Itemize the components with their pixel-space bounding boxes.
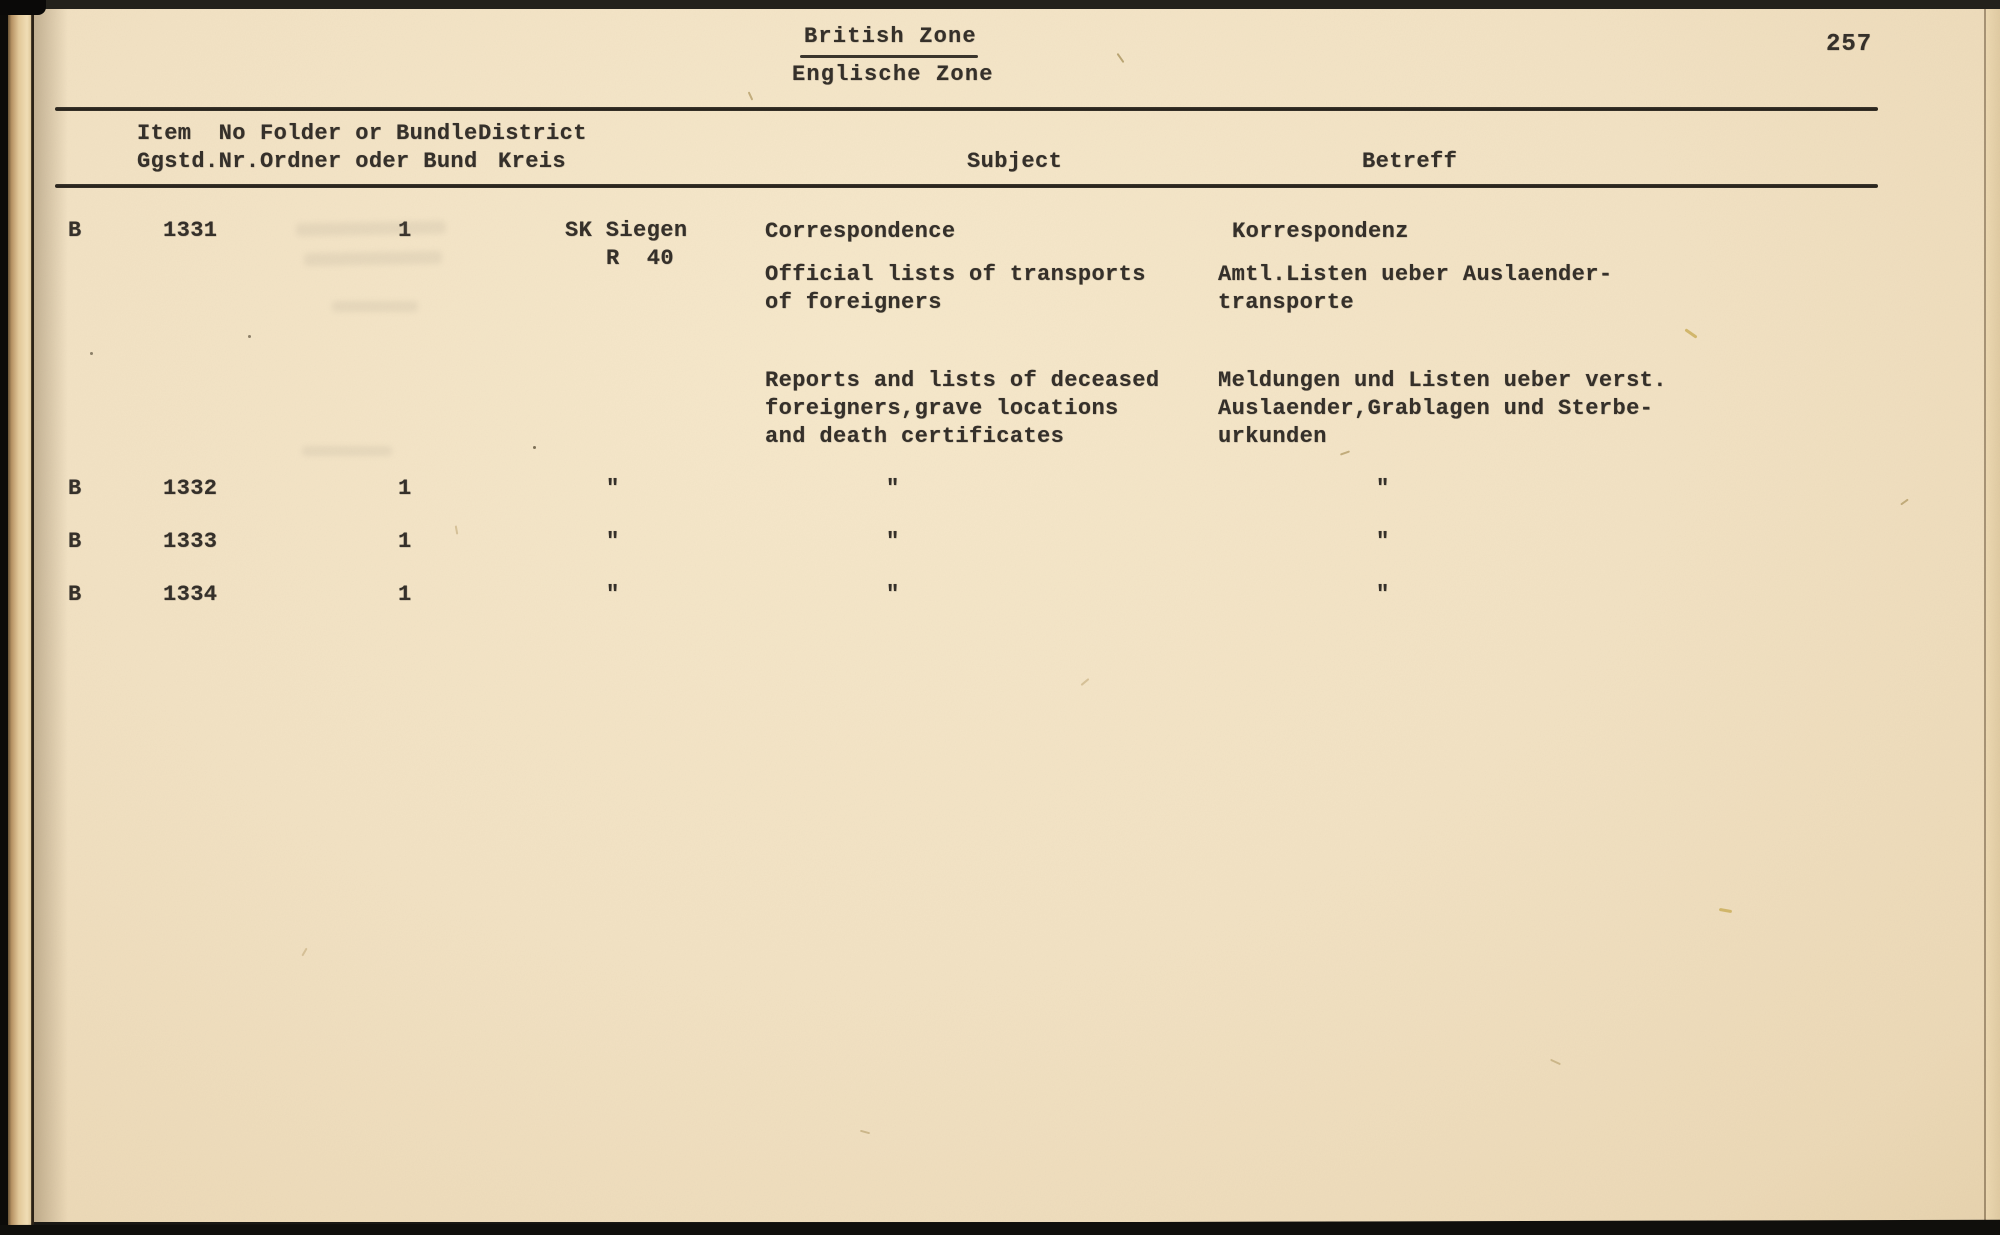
subject-line: of foreigners (765, 290, 942, 315)
ditto-mark-betreff: " (1376, 476, 1390, 501)
book-spine-edge (0, 0, 8, 1235)
ditto-mark-subject: " (886, 476, 900, 501)
paper-fiber (1684, 328, 1698, 339)
subject-line: Correspondence (765, 219, 956, 244)
ink-bleed-smudge (302, 446, 392, 456)
paper-fiber (1718, 907, 1733, 914)
row-folder-count: 1 (398, 476, 412, 501)
betreff-line: urkunden (1218, 424, 1327, 449)
ditto-mark-district: " (606, 582, 620, 607)
ditto-mark-subject: " (886, 529, 900, 554)
betreff-line: Auslaender,Grablagen und Sterbe- (1218, 396, 1654, 421)
header-subject: Subject (967, 149, 1063, 174)
header-district-en: District (478, 121, 587, 146)
header-betreff: Betreff (1362, 149, 1458, 174)
table-rule-bottom (55, 184, 1878, 188)
right-page-edge-band (1986, 9, 2000, 1222)
row-folder-count: 1 (398, 529, 412, 554)
paper-fiber (1080, 678, 1090, 686)
header-district-de: Kreis (498, 149, 567, 174)
paper-fiber (1339, 450, 1351, 456)
ink-bleed-smudge (332, 301, 418, 312)
paper-grain (34, 9, 2000, 1222)
document-page: British Zone Englische Zone 257 Item No … (34, 9, 2000, 1222)
row-item-no: 1331 (163, 218, 218, 243)
ditto-mark-district: " (606, 529, 620, 554)
row-prefix: B (68, 476, 82, 501)
ink-bleed-smudge (295, 220, 447, 237)
row-prefix: B (68, 582, 82, 607)
page-number: 257 (1826, 31, 1873, 58)
paper-fiber (1550, 1058, 1561, 1066)
paper-fiber (859, 1129, 871, 1135)
header-folder-de: Ordner oder Bund (260, 149, 478, 174)
ditto-mark-subject: " (886, 582, 900, 607)
header-item-no-de: Ggstd.Nr. (137, 149, 260, 174)
row-item-no: 1334 (163, 582, 218, 607)
paper-fiber (454, 525, 459, 535)
page-fold-line (31, 6, 34, 1235)
ditto-mark-betreff: " (1376, 529, 1390, 554)
row-prefix: B (68, 218, 82, 243)
row-item-no: 1332 (163, 476, 218, 501)
row-prefix: B (68, 529, 82, 554)
gutter-shadow (34, 9, 68, 1222)
paper-speck (90, 352, 93, 355)
page-title-german: Englische Zone (792, 62, 994, 87)
bottom-scan-edge (0, 1219, 2000, 1235)
page-stack-edge (8, 4, 32, 1235)
betreff-line: Meldungen und Listen ueber verst. (1218, 368, 1667, 393)
page-title-english: British Zone (804, 24, 977, 49)
subject-line: and death certificates (765, 424, 1065, 449)
top-scan-edge (0, 0, 2000, 9)
row-district: SK Siegen (565, 218, 688, 243)
table-rule-top (55, 107, 1878, 111)
header-folder-en: Folder or Bundle (260, 121, 478, 146)
paper-fiber (1900, 498, 1909, 506)
paper-speck (533, 446, 536, 449)
top-left-scan-corner (0, 0, 46, 15)
paper-fiber (301, 947, 308, 957)
title-underline (800, 55, 978, 58)
ink-bleed-smudge (303, 250, 443, 267)
row-district-ref: R 40 (606, 246, 675, 271)
betreff-line: Korrespondenz (1232, 219, 1409, 244)
paper-fiber (1116, 52, 1125, 64)
row-folder-count: 1 (398, 582, 412, 607)
subject-line: Reports and lists of deceased (765, 368, 1160, 393)
ditto-mark-district: " (606, 476, 620, 501)
betreff-line: Amtl.Listen ueber Auslaender- (1218, 262, 1613, 287)
header-item-no-en: Item No (137, 121, 246, 146)
subject-line: foreigners,grave locations (765, 396, 1119, 421)
betreff-line: transporte (1218, 290, 1355, 315)
ditto-mark-betreff: " (1376, 582, 1390, 607)
subject-line: Official lists of transports (765, 262, 1146, 287)
paper-fiber (747, 91, 754, 101)
row-item-no: 1333 (163, 529, 218, 554)
paper-speck (248, 335, 251, 338)
